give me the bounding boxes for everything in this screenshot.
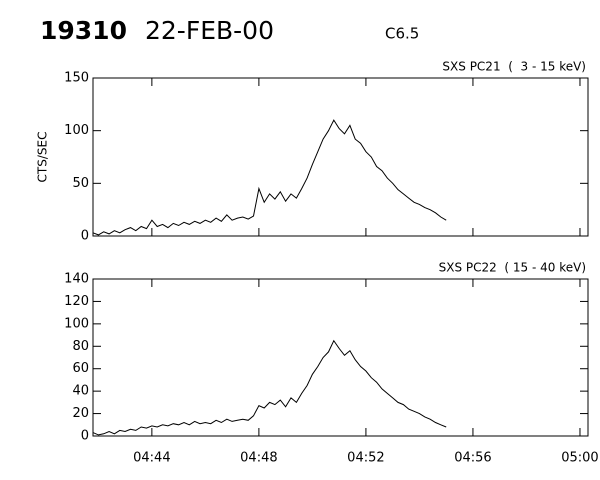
- event-number: 19310: [40, 16, 127, 45]
- y-tick-label: 80: [72, 339, 89, 354]
- y-axis-label: CTS/SEC: [36, 132, 50, 183]
- flare-class: C6.5: [385, 25, 419, 43]
- x-tick-label: 04:48: [240, 451, 277, 466]
- plot-frame: [92, 77, 589, 237]
- y-tick-label: 140: [64, 272, 89, 287]
- y-tick-label: 50: [72, 176, 89, 191]
- x-tick-label: 04:56: [454, 451, 491, 466]
- y-tick-label: 150: [64, 71, 89, 86]
- x-tick-label: 04:52: [347, 451, 384, 466]
- y-tick-label: 0: [81, 229, 89, 244]
- y-tick-label: 120: [64, 294, 89, 309]
- data-line: [92, 339, 447, 436]
- x-tick-label: 05:00: [561, 451, 598, 466]
- data-line: [92, 119, 447, 236]
- y-tick-label: 60: [72, 361, 89, 376]
- x-tick-label: 04:44: [133, 451, 170, 466]
- y-tick-label: 0: [81, 429, 89, 444]
- y-tick-label: 40: [72, 384, 89, 399]
- plot-frame: [92, 278, 589, 437]
- date: 22-FEB-00: [145, 16, 274, 45]
- y-tick-label: 20: [72, 406, 89, 421]
- panel-title: SXS PC21 ( 3 - 15 keV): [442, 60, 586, 74]
- panel-title: SXS PC22 ( 15 - 40 keV): [439, 261, 586, 275]
- y-tick-label: 100: [64, 316, 89, 331]
- y-tick-label: 100: [64, 123, 89, 138]
